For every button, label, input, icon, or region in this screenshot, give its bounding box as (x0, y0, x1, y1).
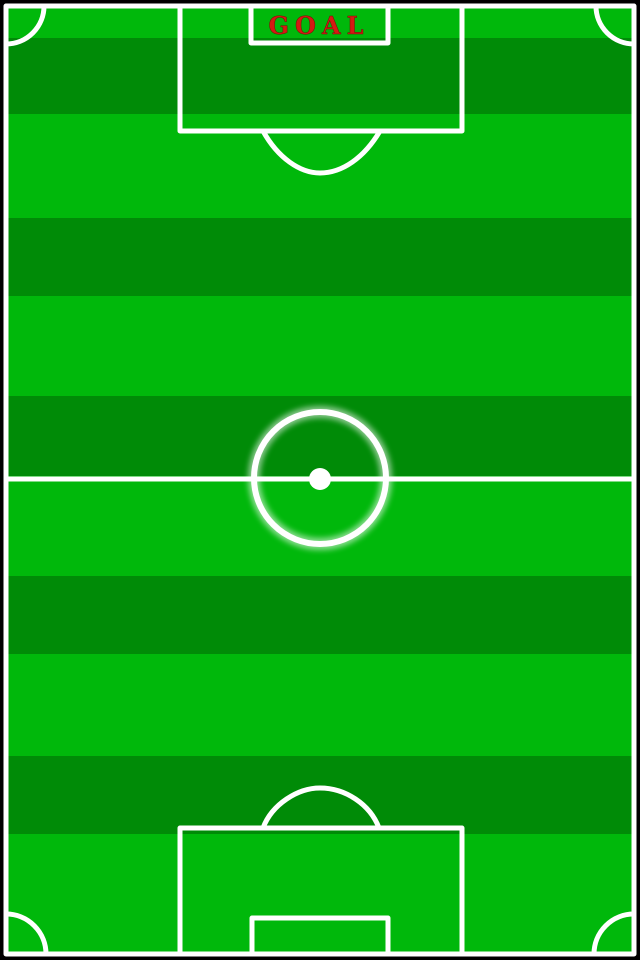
top-penalty-arc (260, 128, 383, 176)
corner-arc-top-right (593, 3, 637, 47)
grass-stripe-dark (6, 38, 634, 114)
goal-label: GOAL (268, 10, 370, 40)
grass-stripe-dark (6, 218, 634, 296)
bottom-goal-area (249, 915, 391, 957)
corner-arc-bottom-right (591, 911, 637, 957)
grass-stripes (6, 38, 634, 834)
grass-stripe-dark (6, 576, 634, 654)
grass-stripe-dark (6, 756, 634, 834)
center-spot (309, 468, 331, 490)
top-penalty-area (177, 3, 465, 134)
top-goal-area (248, 3, 391, 46)
corner-arc-top-left (3, 3, 47, 47)
bottom-penalty-area (177, 825, 465, 957)
center-circle (248, 406, 392, 550)
corner-arc-bottom-left (3, 911, 49, 957)
bottom-penalty-arc (260, 785, 382, 831)
